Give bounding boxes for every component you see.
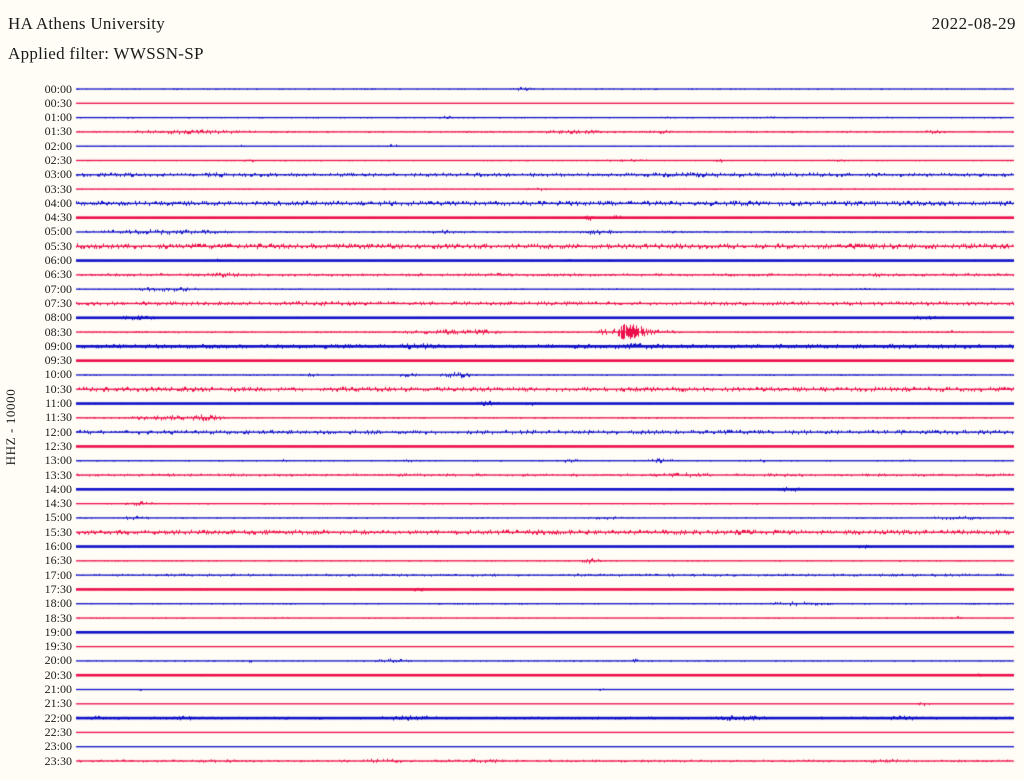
row-time-label: 00:00 — [44, 81, 72, 96]
row-time-label: 13:30 — [44, 467, 72, 482]
row-time-label: 18:00 — [44, 596, 72, 611]
row-time-label: 21:30 — [44, 696, 72, 711]
row-time-label: 15:30 — [44, 524, 72, 539]
row-time-label: 18:30 — [44, 610, 72, 625]
row-time-label: 17:00 — [44, 567, 72, 582]
row-time-label: 08:30 — [44, 324, 72, 339]
row-time-label: 05:30 — [44, 238, 72, 253]
row-time-label: 16:00 — [44, 539, 72, 554]
row-time-label: 22:30 — [44, 724, 72, 739]
row-time-label: 16:30 — [44, 553, 72, 568]
row-time-label: 12:30 — [44, 438, 72, 453]
row-time-label: 23:00 — [44, 739, 72, 754]
row-time-label: 19:30 — [44, 639, 72, 654]
row-time-label: 06:30 — [44, 267, 72, 282]
row-time-label: 01:00 — [44, 110, 72, 125]
row-time-label: 14:30 — [44, 496, 72, 511]
row-time-label: 02:00 — [44, 138, 72, 153]
row-time-label: 02:30 — [44, 152, 72, 167]
row-time-label: 19:00 — [44, 624, 72, 639]
row-time-label: 05:00 — [44, 224, 72, 239]
row-time-label: 11:30 — [45, 410, 72, 425]
row-time-label: 12:00 — [44, 424, 72, 439]
row-time-label: 09:00 — [44, 338, 72, 353]
row-time-label: 10:30 — [44, 381, 72, 396]
row-time-label: 09:30 — [44, 353, 72, 368]
row-time-label: 04:30 — [44, 210, 72, 225]
row-time-label: 21:00 — [44, 682, 72, 696]
row-time-label: 07:00 — [44, 281, 72, 296]
row-time-label: 00:30 — [44, 95, 72, 110]
row-time-label: 11:00 — [45, 396, 72, 411]
row-time-label: 22:00 — [44, 710, 72, 725]
row-time-label: 20:00 — [44, 653, 72, 668]
row-time-label: 07:30 — [44, 295, 72, 310]
row-time-label: 10:00 — [44, 367, 72, 382]
row-time-label: 06:00 — [44, 253, 72, 268]
row-time-label: 23:30 — [44, 753, 72, 768]
row-time-label: 03:00 — [44, 167, 72, 182]
row-time-label: 08:00 — [44, 310, 72, 325]
row-time-label: 14:00 — [44, 481, 72, 496]
row-time-label: 20:30 — [44, 667, 72, 682]
row-time-label: 15:00 — [44, 510, 72, 525]
row-time-label: 17:30 — [44, 581, 72, 596]
row-time-label: 13:00 — [44, 453, 72, 468]
row-time-label: 04:00 — [44, 195, 72, 210]
row-time-label: 01:30 — [44, 124, 72, 139]
row-time-label: 03:30 — [44, 181, 72, 196]
